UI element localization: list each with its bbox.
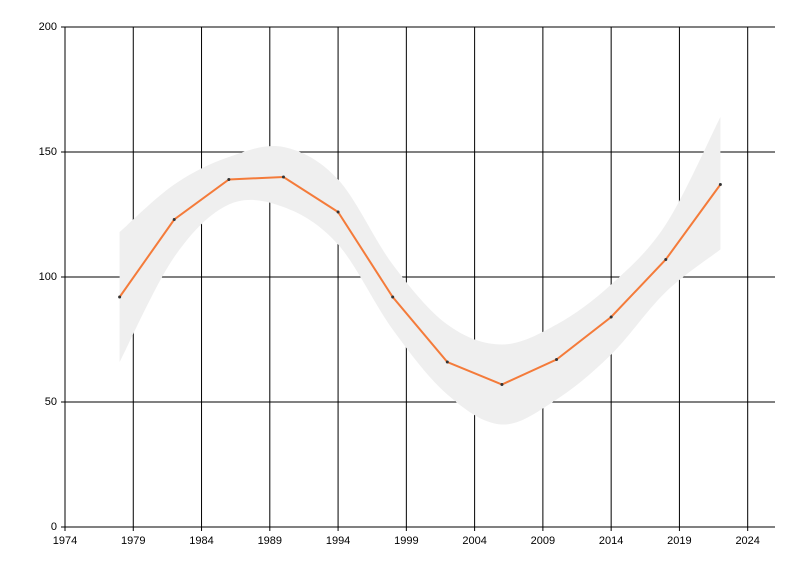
x-tick-label: 1999 — [394, 535, 418, 547]
y-tick-label: 200 — [39, 21, 57, 33]
point — [336, 210, 340, 214]
x-tick-label: 1994 — [326, 535, 350, 547]
x-tick-label: 2024 — [735, 535, 759, 547]
point — [609, 315, 613, 319]
x-tick-label: 1974 — [53, 535, 77, 547]
x-tick-label: 1989 — [258, 535, 282, 547]
x-tick-label: 2014 — [599, 535, 623, 547]
point — [391, 295, 395, 299]
point — [445, 360, 449, 364]
point — [664, 258, 668, 261]
line — [118, 175, 722, 386]
y-tick-label: 0 — [51, 521, 57, 533]
point — [718, 183, 722, 186]
point — [281, 175, 285, 179]
y-tick-label: 100 — [39, 271, 57, 283]
x-tick-label: 2019 — [667, 535, 691, 547]
point — [500, 383, 504, 386]
x-tick-label: 2004 — [462, 535, 486, 547]
x-tick-label: 1979 — [121, 535, 145, 547]
point — [227, 178, 231, 181]
x-tick-label: 1984 — [189, 535, 213, 547]
y-tick-label: 150 — [39, 146, 57, 158]
point — [555, 358, 559, 361]
point — [172, 218, 176, 221]
confidence-band — [119, 117, 721, 425]
x-tick-label: 2009 — [531, 535, 555, 547]
y-tick-label: 50 — [45, 396, 57, 408]
point — [118, 295, 122, 299]
